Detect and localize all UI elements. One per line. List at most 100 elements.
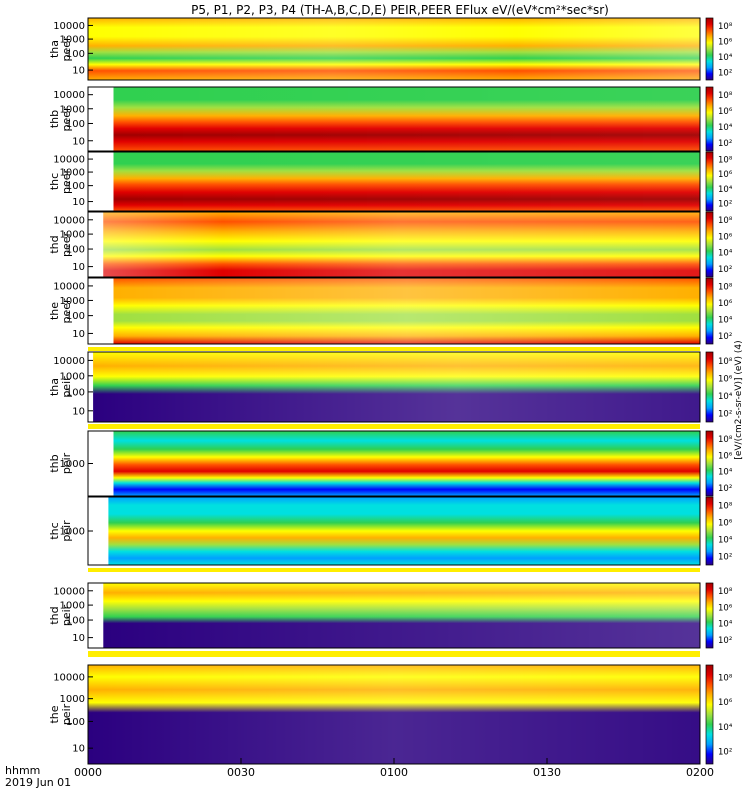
- ytick-label: 100: [66, 245, 85, 256]
- colorbar-unit-label: [eV/(cm2-s-sr-eV)] (eV) (4): [734, 340, 744, 459]
- spectrogram-modulation: [88, 665, 700, 764]
- colorbar-tick-label: 10⁴: [718, 536, 733, 546]
- spectrogram-panel-the-peir: thepeir 10000 1000 100 10 10⁸ 10⁶ 10⁴ 10²: [48, 664, 733, 765]
- colorbar: [705, 582, 714, 649]
- colorbar-tick-label: 10²: [718, 409, 732, 419]
- ytick-label: 10: [72, 262, 85, 273]
- colorbar-tick-label: 10⁸: [718, 587, 733, 597]
- colorbar-tick-label: 10⁶: [718, 170, 733, 180]
- spectrogram-panel-the-peer: thepeer 10000 1000 100 10 10⁸ 10⁶ 10⁴ 10²: [48, 277, 733, 345]
- ytick-label: 10: [72, 66, 85, 77]
- ytick-label: 10000: [53, 281, 85, 292]
- colorbar-tick-label: 10⁴: [718, 53, 733, 63]
- ytick-label: 1000: [60, 296, 85, 307]
- spectrogram-panel-tha-peer: thapeer 10000 1000 100 10 10⁸ 10⁶ 10⁴ 10²: [48, 17, 733, 81]
- spectrogram-panel-thd-peir: thdpeir 10000 1000 100 10 10⁸ 10⁶ 10⁴ 10²: [48, 582, 733, 649]
- panel-frame: [87, 582, 701, 649]
- ytick-label: 1000: [60, 35, 85, 46]
- colorbar-tick-label: 10⁸: [718, 282, 733, 292]
- colorbar-tick-label: 10⁴: [718, 723, 733, 733]
- panel-frame: [87, 211, 701, 278]
- colorbar-tick-label: 10⁸: [718, 216, 733, 226]
- colorbar-tick-label: 10⁶: [718, 299, 733, 309]
- colorbar-tick-label: 10⁸: [718, 91, 733, 101]
- panel-ylabel: thepeer: [48, 298, 73, 324]
- colorbar-tick-label: 10⁴: [718, 185, 733, 195]
- colorbar-tick-label: 10²: [718, 636, 732, 646]
- time-axis-label-hhmm: hhmm: [5, 764, 40, 777]
- panel-frame: [87, 351, 701, 423]
- time-axis: 0000 0030 0100 0130 0200: [74, 758, 714, 779]
- colorbar-tick-label: 10²: [718, 139, 732, 149]
- ytick-label: 100: [66, 119, 85, 130]
- ytick-label: 100: [66, 311, 85, 322]
- colorbar-tick-label: 10⁴: [718, 249, 733, 259]
- panel-separator: [88, 568, 700, 572]
- colorbar-tick-label: 10²: [718, 748, 732, 758]
- colorbar-tick-label: 10⁶: [718, 374, 733, 384]
- ytick-label: 1000: [60, 527, 85, 538]
- colorbar-tick-label: 10⁶: [718, 698, 733, 708]
- ytick-label: 10: [72, 633, 85, 644]
- colorbar-tick-label: 10²: [718, 332, 732, 342]
- colorbar-tick-label: 10²: [718, 200, 732, 210]
- ytick-label: 1000: [60, 694, 85, 705]
- ytick-label: 1000: [60, 459, 85, 470]
- ytick-label: 10000: [53, 21, 85, 32]
- spectrogram-modulation: [113, 87, 700, 151]
- panel-ylabel: thdpeir: [48, 604, 73, 626]
- colorbar-tick-label: 10⁶: [718, 519, 733, 529]
- ytick-label: 10: [72, 329, 85, 340]
- spectrogram-modulation: [88, 18, 700, 80]
- colorbar-tick-label: 10²: [718, 265, 732, 275]
- spectrogram-modulation: [103, 583, 701, 648]
- panel-separator: [88, 424, 700, 429]
- ytick-label: 10: [72, 744, 85, 755]
- ytick-label: 1000: [60, 230, 85, 241]
- panel-ylabel: thcpeer: [48, 169, 73, 195]
- ytick-label: 100: [66, 49, 85, 60]
- colorbar: [705, 211, 714, 278]
- figure-title: P5, P1, P2, P3, P4 (TH-A,B,C,D,E) PEIR,P…: [191, 3, 609, 17]
- ytick-label: 100: [66, 181, 85, 192]
- colorbar-tick-label: 10⁸: [718, 673, 733, 683]
- colorbar: [705, 151, 714, 212]
- panels-group: thapeer1000010001001010⁸10⁶10⁴10²thbpeer…: [48, 17, 744, 765]
- time-axis-label-date: 2019 Jun 01: [5, 776, 71, 789]
- xtick-label: 0030: [227, 766, 255, 779]
- colorbar: [705, 496, 714, 566]
- spectrogram-modulation: [108, 497, 700, 565]
- colorbar-tick-label: 10⁶: [718, 232, 733, 242]
- colorbar-tick-label: 10⁸: [718, 502, 733, 512]
- ytick-label: 100: [66, 387, 85, 398]
- colorbar-tick-label: 10⁸: [718, 22, 733, 32]
- colorbar-tick-label: 10⁴: [718, 123, 733, 133]
- colorbar-tick-label: 10²: [718, 484, 732, 494]
- panel-ylabel: thdpeer: [48, 232, 73, 258]
- colorbar-tick-label: 10⁶: [718, 37, 733, 47]
- panel-ylabel: thapeer: [48, 36, 73, 62]
- ytick-label: 10: [72, 197, 85, 208]
- colorbar-tick-label: 10⁶: [718, 107, 733, 117]
- xtick-label: 0200: [686, 766, 714, 779]
- ytick-label: 1000: [60, 168, 85, 179]
- xtick-label: 0100: [380, 766, 408, 779]
- panel-frame: [87, 17, 701, 81]
- spectrogram-modulation: [113, 431, 700, 496]
- colorbar-tick-label: 10⁴: [718, 468, 733, 478]
- panel-frame: [87, 151, 701, 212]
- ytick-label: 100: [66, 616, 85, 627]
- panel-ylabel: thcpeir: [48, 520, 73, 542]
- ytick-label: 10000: [53, 672, 85, 683]
- ytick-label: 10000: [53, 215, 85, 226]
- spectrogram-panel-thb-peer: thbpeer 10000 1000 100 10 10⁸ 10⁶ 10⁴ 10²: [48, 86, 733, 152]
- panel-ylabel: thepeir: [48, 703, 73, 725]
- panel-frame: [87, 277, 701, 345]
- colorbar-tick-label: 10²: [718, 553, 732, 563]
- colorbar: [705, 664, 714, 765]
- colorbar-tick-label: 10⁸: [718, 435, 733, 445]
- ytick-label: 1000: [60, 371, 85, 382]
- panel-frame: [87, 86, 701, 152]
